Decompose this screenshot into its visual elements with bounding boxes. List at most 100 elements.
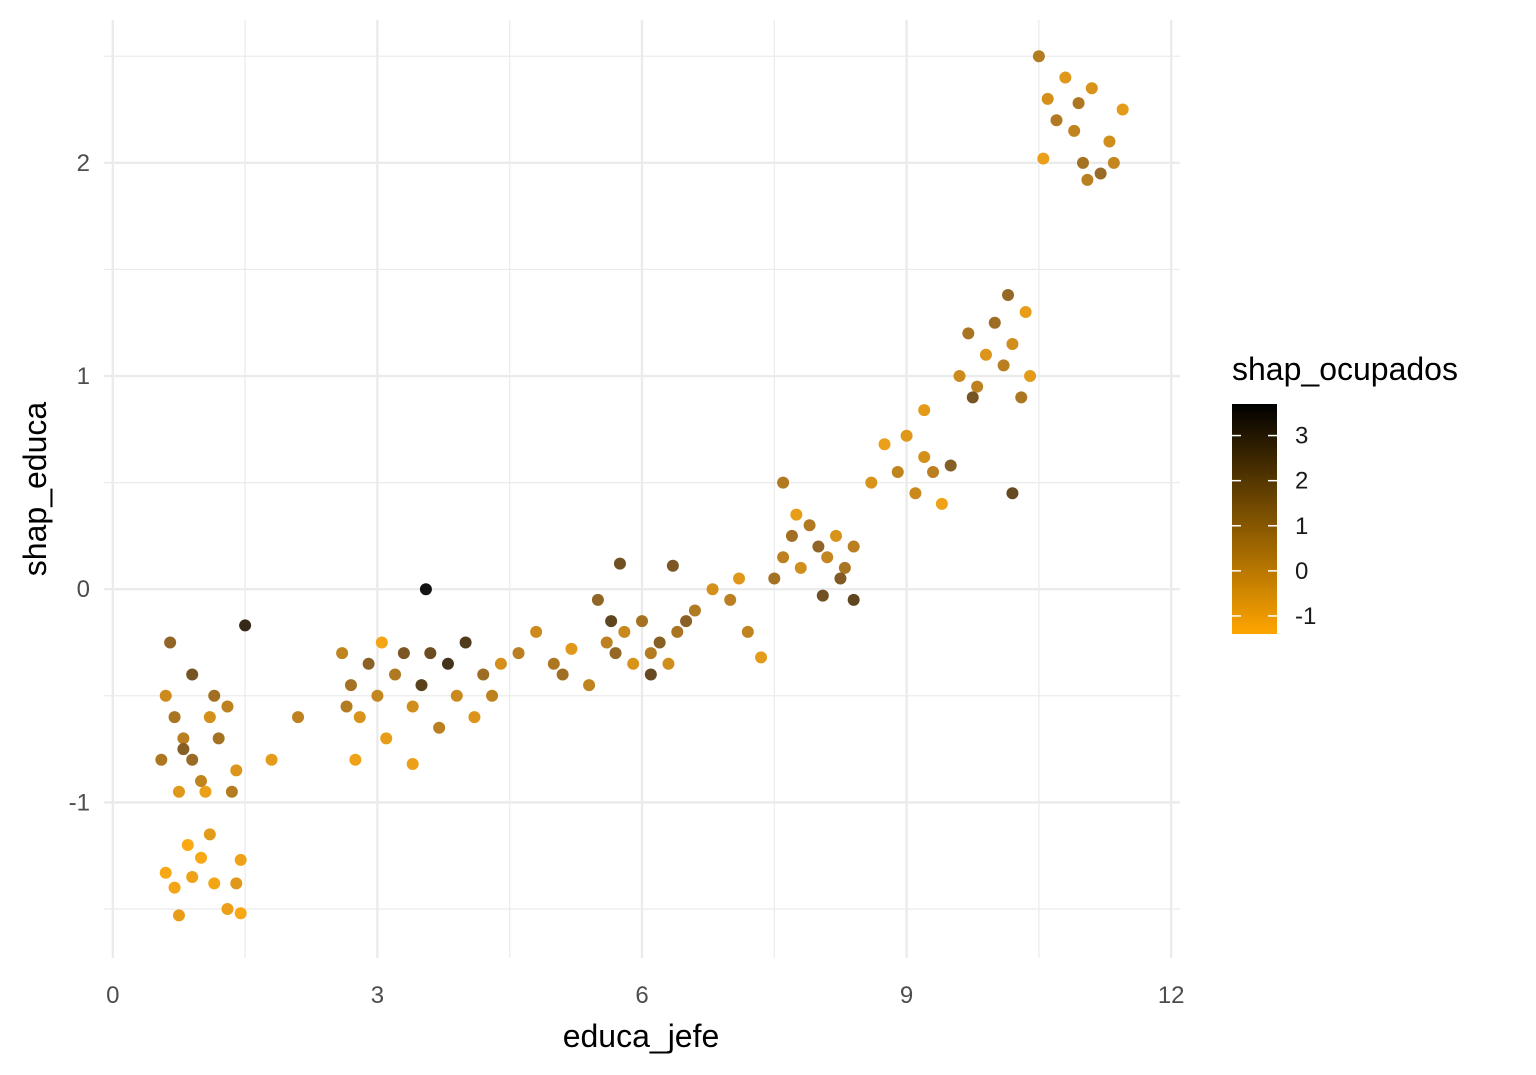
grid-major [104,20,1180,958]
data-point [164,636,177,649]
data-point [794,561,807,574]
data-point [706,583,719,596]
data-point [239,619,252,632]
data-point [265,753,278,766]
data-point [1015,391,1028,404]
data-point [900,429,913,442]
data-point [644,647,657,660]
data-point [547,657,560,670]
data-point [768,572,781,585]
data-point [292,711,305,724]
data-point [203,828,216,841]
data-point [177,732,190,745]
data-point [1041,92,1054,105]
data-point [406,758,419,771]
data-point [627,657,640,670]
legend-title: shap_ocupados [1232,351,1458,387]
data-point [212,732,225,745]
legend-tick-label: 1 [1295,513,1308,540]
data-point [755,651,768,664]
legend-tick-label: 3 [1295,423,1308,450]
data-point [1081,173,1094,186]
data-point [371,689,384,702]
data-point [1094,167,1107,180]
data-point [406,700,419,713]
data-point [477,668,490,681]
x-tick-label: 3 [371,982,384,1009]
data-point [666,559,679,572]
data-point [777,551,790,564]
data-point [918,404,931,417]
data-point [530,625,543,638]
data-points [155,50,1129,922]
data-point [397,647,410,660]
data-point [221,902,234,915]
data-point [195,851,208,864]
data-point [1103,135,1116,148]
data-point [1085,82,1098,95]
data-point [199,785,212,798]
data-point [159,866,172,879]
data-point [340,700,353,713]
data-point [803,519,816,532]
data-point [221,700,234,713]
data-point [653,636,666,649]
data-point [459,636,472,649]
data-point [790,508,803,521]
data-point [962,327,975,340]
data-point [618,625,631,638]
data-point [1072,97,1085,110]
data-point [344,679,357,692]
data-point [724,593,737,606]
data-point [816,589,829,602]
data-point [1037,152,1050,165]
data-point [830,529,843,542]
y-axis-title: shap_educa [17,402,53,577]
data-point [688,604,701,617]
data-point [230,877,243,890]
data-point [878,438,891,451]
data-point [512,647,525,660]
data-point [1059,71,1072,84]
data-point [168,881,181,894]
data-point [733,572,746,585]
data-point [834,572,847,585]
legend-ticks: 3 2 1 0 -1 [1232,423,1316,630]
data-point [966,391,979,404]
legend-tick-label: 0 [1295,558,1308,585]
data-point [234,853,247,866]
data-point [433,721,446,734]
legend-tick-label: 2 [1295,468,1308,495]
data-point [777,476,790,489]
data-point [909,487,922,500]
x-axis-ticks: 0 3 6 9 12 [106,982,1184,1009]
legend-colorbar [1232,404,1277,634]
data-point [181,839,194,852]
data-point [1019,306,1032,319]
data-point [971,380,984,393]
y-tick-label: 2 [77,150,90,177]
data-point [741,625,754,638]
data-point [415,679,428,692]
data-point [1032,50,1045,63]
data-point [155,753,168,766]
x-tick-label: 6 [635,982,648,1009]
data-point [450,689,463,702]
data-point [1002,289,1015,302]
data-point [186,753,199,766]
data-point [583,679,596,692]
data-point [362,657,375,670]
data-point [486,689,499,702]
data-point [838,561,851,574]
data-point [988,316,1001,329]
data-point [891,465,904,478]
data-point [230,764,243,777]
data-point [389,668,402,681]
legend: shap_ocupados 3 2 1 0 -1 [1232,351,1458,634]
data-point [1068,124,1081,137]
data-point [847,540,860,553]
data-point [225,785,238,798]
data-point [1024,370,1037,383]
data-point [636,615,648,628]
data-point [208,877,221,890]
